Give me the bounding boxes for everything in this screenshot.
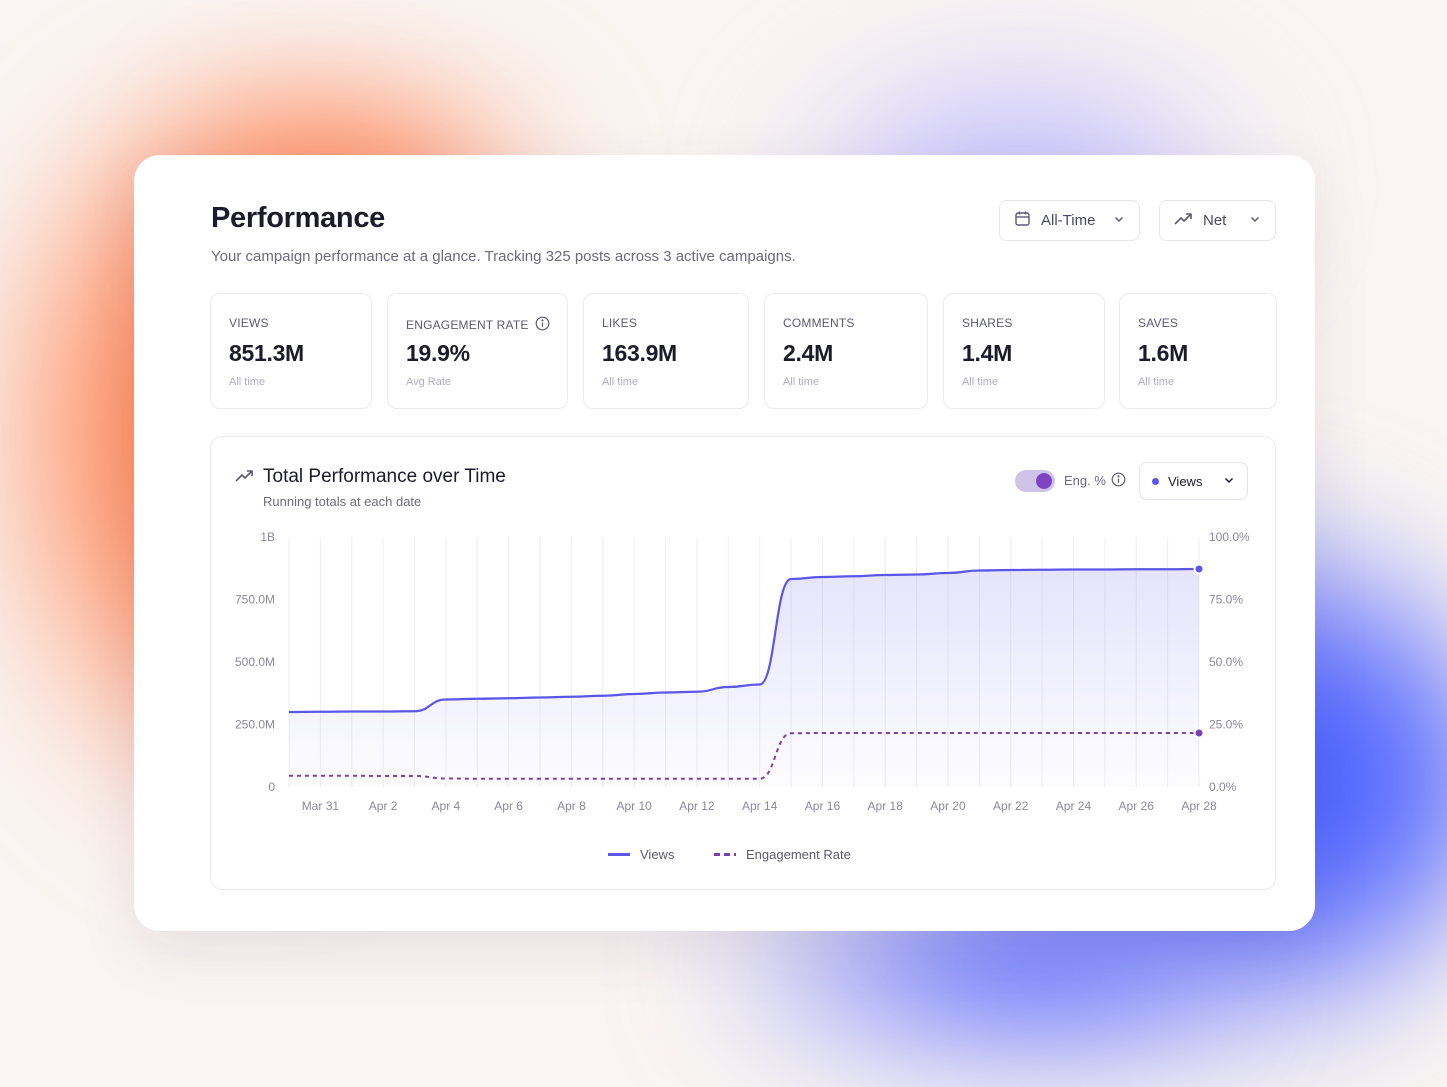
x-tick-label: Mar 31 — [302, 799, 340, 813]
toggle-knob — [1036, 473, 1052, 489]
dashed-line-icon — [714, 853, 736, 856]
y-left-tick-label: 500.0M — [235, 655, 275, 669]
chevron-down-icon — [1249, 212, 1261, 229]
views-dot-icon — [1152, 477, 1159, 485]
stat-value: 1.4M — [962, 340, 1012, 366]
views-end-point — [1193, 563, 1205, 575]
performance-card: Performance Your campaign performance at… — [134, 155, 1315, 931]
stat-label: COMMENTS — [783, 316, 855, 330]
x-tick-label: Apr 26 — [1119, 799, 1155, 813]
y-left-tick-label: 1B — [260, 530, 275, 544]
engagement-toggle-label: Eng. % — [1064, 473, 1106, 488]
legend-item-views[interactable]: Views — [608, 847, 674, 862]
stat-value: 2.4M — [783, 340, 833, 366]
stat-value: 1.6M — [1138, 340, 1188, 366]
trending-up-icon — [235, 469, 254, 488]
x-tick-label: Apr 24 — [1056, 799, 1092, 813]
y-left-tick-label: 250.0M — [235, 718, 275, 732]
chevron-down-icon — [1113, 212, 1125, 229]
time-range-dropdown[interactable]: All-Time — [999, 200, 1140, 241]
info-icon[interactable] — [535, 316, 550, 334]
x-tick-label: Apr 16 — [805, 799, 841, 813]
stat-label: VIEWS — [229, 316, 269, 330]
chart-subtitle: Running totals at each date — [263, 494, 422, 509]
legend-label: Engagement Rate — [746, 847, 851, 862]
legend-item-engagement-rate[interactable]: Engagement Rate — [714, 847, 851, 862]
x-tick-label: Apr 2 — [369, 799, 398, 813]
stat-card-engagement-rate: ENGAGEMENT RATE 19.9% Avg Rate — [387, 293, 568, 409]
mode-dropdown[interactable]: Net — [1159, 200, 1276, 241]
engagement-end-point — [1193, 727, 1205, 739]
x-tick-label: Apr 22 — [993, 799, 1029, 813]
x-tick-label: Apr 6 — [494, 799, 523, 813]
y-right-tick-label: 50.0% — [1209, 655, 1243, 669]
stat-sub: All time — [1138, 376, 1175, 388]
stat-sub: All time — [962, 376, 999, 388]
x-tick-label: Apr 8 — [557, 799, 586, 813]
chart-title: Total Performance over Time — [263, 466, 506, 487]
x-tick-label: Apr 10 — [616, 799, 652, 813]
performance-chart-panel: Total Performance over Time Running tota… — [210, 436, 1276, 890]
metric-select-label: Views — [1168, 473, 1203, 489]
page-title: Performance — [211, 202, 385, 234]
y-right-tick-label: 0.0% — [1209, 780, 1237, 794]
trending-up-icon — [1174, 212, 1193, 230]
x-tick-label: Apr 4 — [432, 799, 461, 813]
chevron-down-icon — [1223, 474, 1235, 489]
stat-card-saves: SAVES 1.6M All time — [1119, 293, 1277, 409]
stat-label: SHARES — [962, 316, 1013, 330]
page-subtitle: Your campaign performance at a glance. T… — [211, 248, 796, 265]
stat-sub: Avg Rate — [406, 376, 452, 388]
y-right-tick-label: 25.0% — [1209, 718, 1243, 732]
x-tick-label: Apr 28 — [1181, 799, 1217, 813]
x-tick-label: Apr 20 — [930, 799, 966, 813]
info-icon[interactable] — [1111, 472, 1126, 492]
mode-label: Net — [1203, 212, 1227, 229]
line-chart: 0 250.0M 500.0M 750.0M 1B 0.0% 25.0% 50.0% 75.0%… — [235, 530, 1250, 813]
stat-sub: All time — [602, 376, 639, 388]
stat-sub: All time — [783, 376, 820, 388]
stat-card-likes: LIKES 163.9M All time — [583, 293, 749, 409]
stat-card-views: VIEWS 851.3M All time — [210, 293, 372, 409]
stat-value: 163.9M — [602, 340, 677, 366]
y-left-tick-label: 750.0M — [235, 593, 275, 607]
views-line — [288, 567, 1200, 714]
stat-card-shares: SHARES 1.4M All time — [943, 293, 1105, 409]
stat-value: 851.3M — [229, 340, 304, 366]
calendar-icon — [1014, 210, 1031, 231]
solid-line-icon — [608, 853, 630, 856]
x-tick-label: Apr 18 — [868, 799, 904, 813]
engagement-rate-line — [288, 732, 1199, 780]
stat-card-comments: COMMENTS 2.4M All time — [764, 293, 928, 409]
stat-label: ENGAGEMENT RATE — [406, 316, 550, 334]
metric-select-dropdown[interactable]: Views — [1139, 462, 1248, 500]
stat-sub: All time — [229, 376, 266, 388]
x-tick-label: Apr 12 — [679, 799, 715, 813]
stat-value: 19.9% — [406, 340, 470, 366]
y-right-tick-label: 75.0% — [1209, 593, 1243, 607]
stat-label: SAVES — [1138, 316, 1179, 330]
engagement-toggle[interactable] — [1015, 470, 1055, 492]
y-right-tick-label: 100.0% — [1209, 530, 1250, 544]
x-tick-label: Apr 14 — [742, 799, 778, 813]
time-range-label: All-Time — [1041, 212, 1096, 229]
stat-label: LIKES — [602, 316, 638, 330]
views-area — [289, 569, 1199, 787]
y-left-tick-label: 0 — [268, 780, 275, 794]
legend-label: Views — [640, 847, 675, 862]
